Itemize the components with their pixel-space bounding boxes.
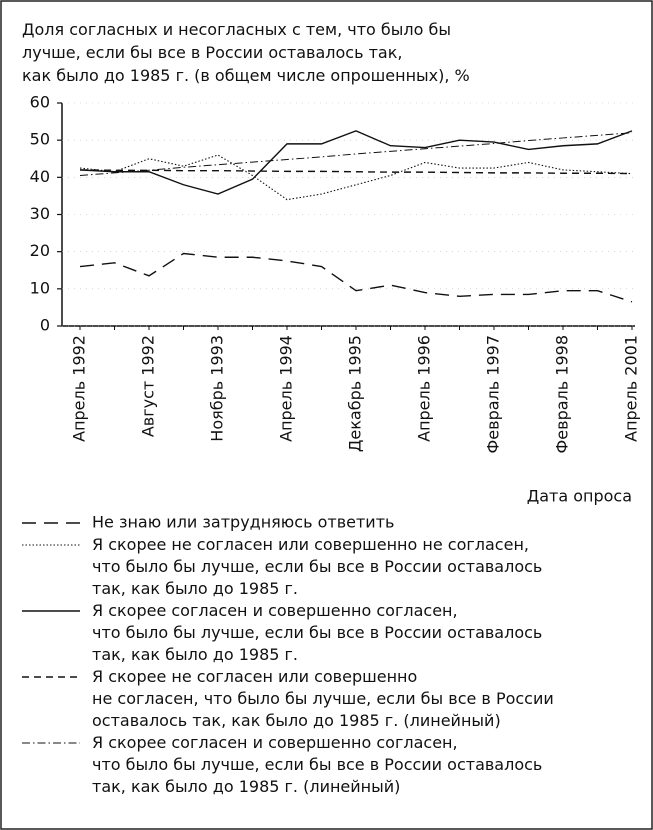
y-tick-label: 60 [30,93,50,112]
y-tick-label: 0 [40,316,50,335]
y-tick-label: 20 [30,241,50,260]
x-tick-label: Февраль 1997 [484,335,503,453]
series-line [79,169,633,175]
x-tick-label: Декабрь 1995 [346,335,365,452]
x-tick-label: Февраль 1998 [553,335,572,453]
y-tick-label: 30 [30,204,50,223]
x-tick-label: Апрель 1992 [70,335,89,442]
y-tick-label: 40 [30,167,50,186]
x-tick-label: Август 1992 [139,335,158,437]
legend-label: Я скорее не согласен или совершенно не со… [92,667,554,730]
legend-label: Не знаю или затрудняюсь ответить [92,513,394,532]
x-tick-label: Апрель 2001 [622,335,641,442]
legend-label: Я скорее согласен и совершенно согласен,… [92,733,542,796]
x-tick-label: Апрель 1996 [415,335,434,442]
chart-title: Доля согласных и несогласных с тем, что … [22,20,470,85]
legend-label: Я скорее согласен и совершенно согласен,… [92,601,542,664]
x-tick-label: Ноябрь 1993 [208,335,227,442]
legend-label: Я скорее не согласен или совершенно не с… [92,535,542,598]
series-line [79,154,633,201]
y-tick-label: 50 [30,130,50,149]
series-line [79,130,633,195]
x-tick-label: Апрель 1994 [277,335,296,442]
y-tick-label: 10 [30,278,50,297]
x-axis-label: Дата опроса [527,487,632,506]
series-line [79,132,633,176]
series-line [79,252,633,303]
